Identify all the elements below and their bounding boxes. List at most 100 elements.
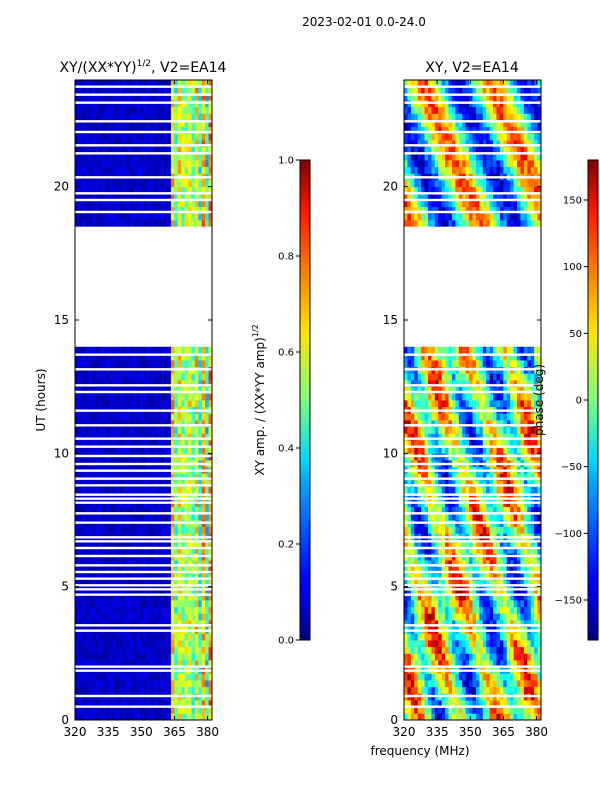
right-heatmap-cell	[434, 546, 439, 554]
left-heatmap-cell	[88, 120, 93, 128]
left-heatmap-cell	[181, 513, 185, 521]
left-heatmap-cell	[181, 133, 185, 141]
right-heatmap-cell	[527, 506, 532, 514]
left-heatmap-cell	[109, 360, 114, 368]
right-heatmap-cell	[407, 540, 412, 548]
left-heatmap-cell	[136, 506, 141, 514]
right-heatmap-cell	[506, 506, 511, 514]
left-heatmap-cell	[122, 200, 127, 208]
right-heatmap-cell	[537, 633, 541, 641]
right-heatmap-cell	[451, 540, 456, 548]
left-heatmap-cell	[201, 93, 206, 101]
right-heatmap-cell	[530, 486, 535, 494]
right-heatmap-cell	[469, 593, 473, 601]
left-heatmap-cell	[78, 493, 83, 501]
right-heatmap-cell	[482, 566, 487, 574]
right-heatmap-cell	[530, 613, 535, 621]
left-heatmap-cell	[81, 713, 86, 720]
left-heatmap-cell	[201, 540, 206, 548]
left-heatmap-cell	[194, 686, 199, 694]
left-heatmap-cell	[150, 386, 155, 394]
right-heatmap-cell	[482, 640, 487, 648]
left-heatmap-cell	[92, 486, 96, 494]
right-heatmap-cell	[451, 580, 456, 588]
left-heatmap-cell	[157, 120, 162, 128]
right-heatmap-cell	[424, 440, 429, 448]
right-heatmap-cell	[441, 713, 446, 720]
right-heatmap-cell	[486, 560, 491, 568]
right-heatmap-cell	[482, 613, 487, 621]
right-heatmap-cell	[486, 493, 491, 501]
right-heatmap-cell	[462, 433, 467, 441]
right-heatmap-cell	[482, 513, 487, 521]
left-heatmap-cell	[191, 446, 196, 454]
left-heatmap-cell	[75, 700, 79, 708]
right-heatmap-cell	[458, 700, 463, 708]
left-heatmap-cell	[150, 373, 155, 381]
left-heatmap-cell	[133, 546, 138, 554]
left-heatmap-cell	[98, 480, 103, 488]
left-heatmap-cell	[181, 486, 185, 494]
right-heatmap-cell	[493, 440, 497, 448]
left-heatmap-cell	[188, 213, 192, 221]
right-heatmap-cell	[513, 493, 518, 501]
left-heatmap-cell	[167, 600, 172, 608]
left-heatmap-cell	[129, 673, 134, 681]
left-heatmap-cell	[164, 193, 168, 201]
right-heatmap-cell	[417, 640, 422, 648]
right-heatmap-cell	[489, 506, 494, 514]
left-heatmap-cell	[122, 113, 127, 121]
left-heatmap-cell	[133, 426, 138, 434]
right-heatmap-cell	[421, 513, 425, 521]
right-heatmap-cell	[438, 486, 443, 494]
right-heatmap-cell	[506, 526, 511, 534]
left-heatmap-cell	[181, 633, 185, 641]
right-heatmap-cell	[458, 606, 463, 614]
left-heatmap-cell	[92, 713, 96, 720]
left-heatmap-cell	[109, 513, 114, 521]
left-heatmap-cell	[88, 213, 93, 221]
left-heatmap-cell	[136, 673, 141, 681]
right-heatmap-cell	[455, 706, 460, 714]
right-heatmap-cell	[510, 566, 514, 574]
right-heatmap-cell	[465, 473, 470, 481]
right-heatmap-cell	[465, 506, 470, 514]
left-heatmap-cell	[129, 640, 134, 648]
left-heatmap-cell	[184, 106, 189, 114]
left-heatmap-cell	[78, 680, 83, 688]
right-heatmap-cell	[421, 706, 425, 714]
right-heatmap-cell	[410, 606, 415, 614]
left-heatmap-cell	[194, 446, 199, 454]
left-heatmap-cell	[95, 80, 100, 88]
left-heatmap-cell	[116, 106, 120, 114]
right-heatmap-cell	[431, 473, 436, 481]
left-heatmap-cell	[201, 120, 206, 128]
left-heatmap-cell	[88, 473, 93, 481]
right-heatmap-cell	[513, 613, 518, 621]
left-heatmap-cell	[184, 700, 189, 708]
left-heatmap-cell	[78, 566, 83, 574]
right-heatmap-cell	[451, 633, 456, 641]
right-heatmap-cell	[465, 680, 470, 688]
left-heatmap-cell	[191, 206, 196, 214]
left-heatmap-cell	[191, 200, 196, 208]
left-heatmap-cell	[205, 560, 209, 568]
right-heatmap-cell	[407, 620, 412, 628]
right-heatmap-cell	[445, 680, 449, 688]
left-heatmap-cell	[88, 386, 93, 394]
right-heatmap-cell	[465, 640, 470, 648]
right-heatmap-cell	[404, 526, 408, 534]
right-heatmap-cell	[427, 560, 432, 568]
left-heatmap-cell	[85, 546, 90, 554]
left-heatmap-cell	[177, 593, 182, 601]
left-heatmap-cell	[177, 346, 182, 354]
right-heatmap-cell	[445, 640, 449, 648]
left-heatmap-cell	[191, 426, 196, 434]
left-heatmap-cell	[201, 200, 206, 208]
left-heatmap-cell	[78, 146, 83, 154]
right-heatmap-cell	[527, 486, 532, 494]
right-heatmap-cell	[493, 680, 497, 688]
left-heatmap-cell	[78, 700, 83, 708]
left-heatmap-cell	[167, 646, 172, 654]
left-heatmap-cell	[88, 186, 93, 194]
